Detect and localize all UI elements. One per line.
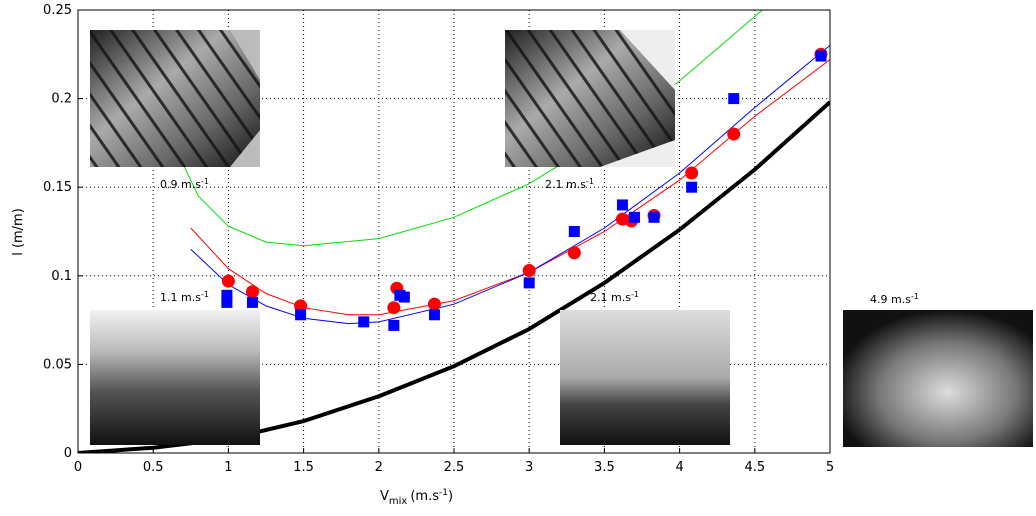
- data-point: [616, 199, 628, 211]
- data-point: [727, 127, 741, 141]
- y-axis-label: l (m/m): [11, 208, 26, 256]
- x-label-sub: mix: [389, 496, 408, 507]
- inset-image: [505, 30, 675, 167]
- y-tick-label: 0: [64, 446, 72, 461]
- inset-image: [560, 310, 730, 445]
- data-point: [685, 166, 699, 180]
- inset-image: [90, 30, 260, 167]
- fit-curve: [190, 45, 830, 325]
- inset-image: [90, 310, 260, 445]
- x-tick-label: 2.5: [444, 460, 465, 475]
- data-point: [387, 301, 401, 315]
- data-point: [221, 289, 233, 301]
- inset-caption: 1.1 m.s-1: [160, 290, 209, 304]
- inset-image: [843, 310, 1033, 447]
- inset-caption: 2.1 m.s-1: [545, 177, 594, 191]
- inset-caption: 4.9 m.s-1: [870, 292, 919, 306]
- x-label-base: V: [380, 489, 389, 504]
- inset-caption: 2.1 m.s-1: [590, 290, 639, 304]
- data-point: [648, 211, 660, 223]
- y-tick-label: 0.15: [43, 180, 72, 195]
- y-tick-label: 0.2: [51, 92, 72, 107]
- inset-images: [90, 30, 1033, 447]
- data-point: [245, 285, 259, 299]
- data-point: [686, 181, 698, 193]
- caption-base: 2.1 m.s: [545, 178, 586, 191]
- data-point: [815, 50, 827, 62]
- data-point: [358, 316, 370, 328]
- data-point: [523, 277, 535, 289]
- caption-sup: -1: [631, 290, 639, 299]
- ticks: 0 0.5 1 1.5 2 2.5 3 3.5 4 4.5 5 0 0.05 0.1 0.15 0.2 0.25: [43, 3, 834, 475]
- x-tick-label: 0.5: [143, 460, 164, 475]
- data-point: [427, 297, 441, 311]
- x-tick-label: 0: [74, 460, 82, 475]
- data-point: [567, 246, 581, 260]
- x-tick-label: 3.5: [594, 460, 615, 475]
- inset-captions: 0.9 m.s-1 2.1 m.s-11.1 m.s-1 2.1 m.s-1 4.9 …: [160, 177, 919, 306]
- points: [221, 47, 828, 331]
- x-tick-label: 5: [826, 460, 834, 475]
- x-tick-label: 4.5: [744, 460, 765, 475]
- caption-sup: -1: [911, 292, 919, 301]
- data-point: [221, 274, 235, 288]
- x-label-unit: (m.s: [410, 489, 439, 504]
- x-tick-label: 1: [224, 460, 232, 475]
- data-point: [388, 319, 400, 331]
- x-tick-label: 3: [525, 460, 533, 475]
- caption-base: 2.1 m.s: [590, 291, 631, 304]
- y-tick-label: 0.1: [51, 269, 72, 284]
- data-point: [398, 291, 410, 303]
- data-point: [628, 211, 640, 223]
- caption-sup: -1: [586, 177, 594, 186]
- x-axis-label: Vmix (m.s-1): [380, 488, 453, 507]
- data-point: [568, 226, 580, 237]
- caption-sup: -1: [201, 290, 209, 299]
- caption-base: 0.9 m.s: [160, 178, 201, 191]
- y-tick-label: 0.05: [43, 357, 72, 372]
- y-tick-label: 0.25: [43, 3, 72, 18]
- data-point: [522, 263, 536, 277]
- x-label-end: ): [448, 489, 453, 504]
- data-point: [246, 296, 258, 308]
- data-point: [295, 309, 307, 321]
- x-tick-label: 2: [375, 460, 383, 475]
- data-point: [294, 299, 308, 313]
- data-point: [428, 309, 440, 321]
- caption-base: 1.1 m.s: [160, 291, 201, 304]
- data-point: [221, 296, 233, 308]
- x-tick-label: 4: [675, 460, 683, 475]
- x-tick-label: 1.5: [293, 460, 314, 475]
- caption-base: 4.9 m.s: [870, 293, 911, 306]
- x-label-sup: -1: [439, 488, 448, 498]
- caption-sup: -1: [201, 177, 209, 186]
- inset-caption: 0.9 m.s-1: [160, 177, 209, 191]
- data-point: [728, 93, 740, 105]
